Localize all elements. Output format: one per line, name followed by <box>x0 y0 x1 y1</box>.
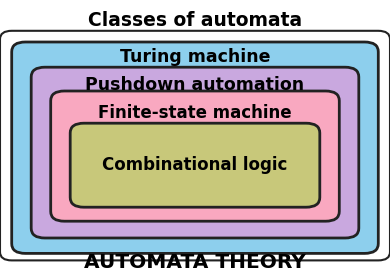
FancyBboxPatch shape <box>51 91 339 221</box>
Text: Finite-state machine: Finite-state machine <box>98 104 292 122</box>
FancyBboxPatch shape <box>70 123 320 207</box>
Text: Classes of automata: Classes of automata <box>88 11 302 30</box>
FancyBboxPatch shape <box>12 42 378 253</box>
FancyBboxPatch shape <box>31 67 359 238</box>
Text: Turing machine: Turing machine <box>120 48 270 66</box>
FancyBboxPatch shape <box>0 31 390 260</box>
Text: Combinational logic: Combinational logic <box>102 156 288 174</box>
Text: AUTOMATA THEORY: AUTOMATA THEORY <box>84 253 306 272</box>
Text: Pushdown automation: Pushdown automation <box>85 76 305 94</box>
